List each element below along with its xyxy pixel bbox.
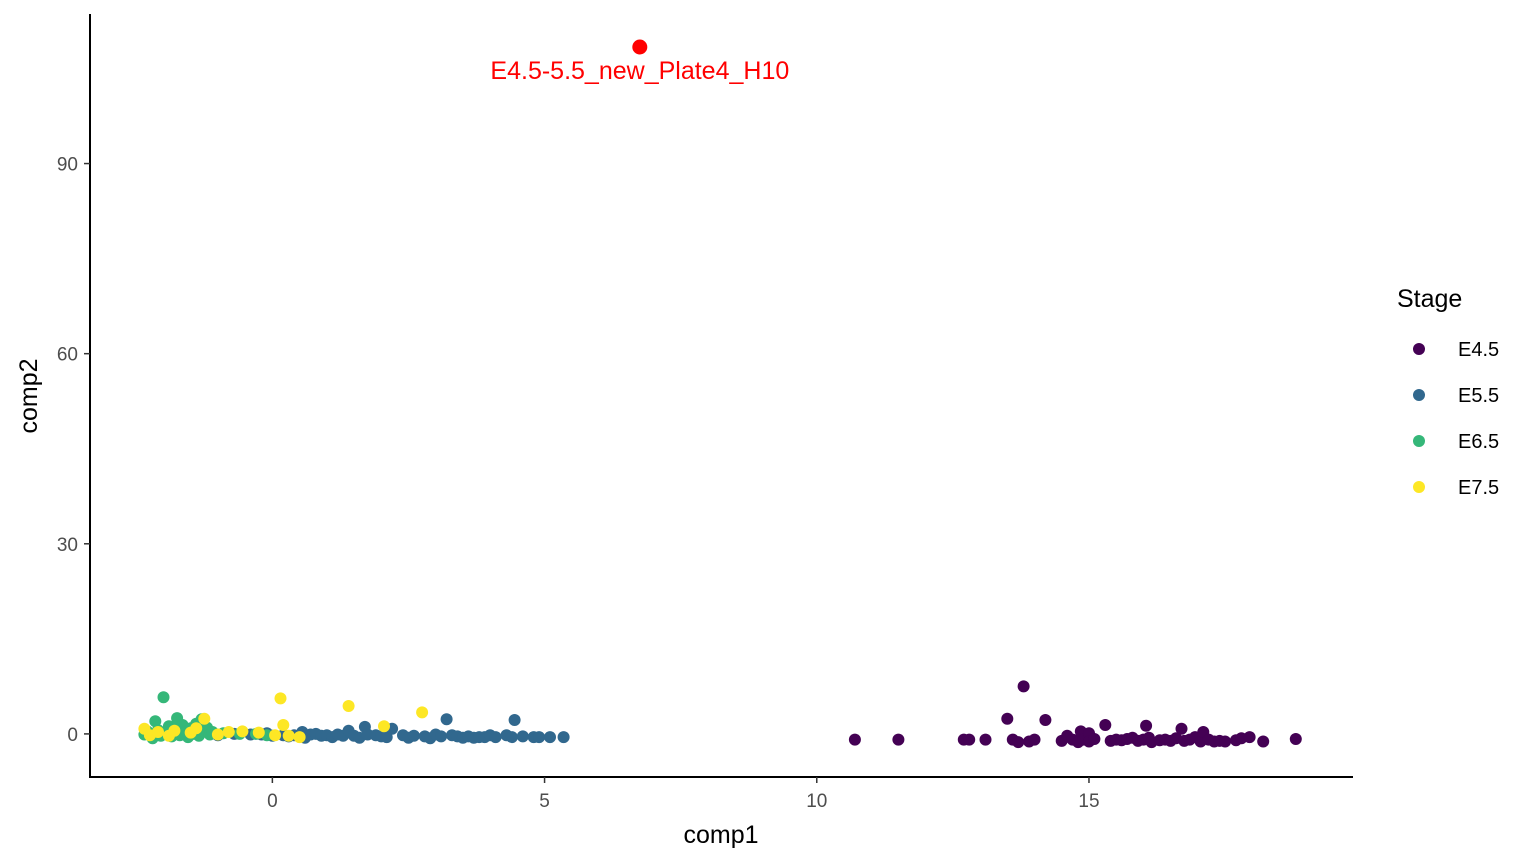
data-point <box>1175 722 1188 735</box>
data-point <box>1039 714 1052 726</box>
data-point <box>516 730 529 743</box>
data-point <box>1099 719 1112 731</box>
data-point <box>1243 731 1256 744</box>
data-point <box>1219 735 1232 748</box>
legend-key <box>1413 435 1425 447</box>
data-point <box>505 731 518 744</box>
data-point <box>407 729 420 742</box>
data-point <box>435 730 448 743</box>
data-point <box>533 731 546 744</box>
x-tick-label: 5 <box>539 791 550 812</box>
legend-items: E4.5 E5.5 E6.5 E7.5 <box>1413 339 1499 499</box>
data-point <box>168 724 181 737</box>
points-layer <box>138 39 1302 749</box>
data-point <box>1001 712 1014 725</box>
data-point <box>557 731 570 744</box>
legend-label: E5.5 <box>1458 385 1499 407</box>
data-point <box>848 733 861 746</box>
data-point <box>222 726 235 738</box>
data-point <box>190 722 203 735</box>
x-tick-label: 0 <box>267 791 278 812</box>
x-axis-title: comp1 <box>683 821 758 849</box>
y-tick-label: 60 <box>57 345 78 366</box>
data-point <box>1012 736 1025 749</box>
y-tick-label: 0 <box>67 725 78 746</box>
legend-label: E7.5 <box>1458 477 1499 499</box>
legend-key <box>1413 343 1425 355</box>
data-point <box>236 725 249 738</box>
legend-label: E4.5 <box>1458 339 1499 361</box>
data-point <box>416 706 429 719</box>
legend-key <box>1413 481 1425 493</box>
data-point <box>1257 735 1270 748</box>
series-highlight <box>632 39 648 55</box>
data-point <box>1017 680 1030 693</box>
data-point <box>293 731 306 744</box>
legend-item: E6.5 <box>1413 431 1499 453</box>
annotation-layer: E4.5-5.5_new_Plate4_H10 <box>490 57 789 85</box>
data-point <box>157 691 170 704</box>
data-point <box>892 733 905 746</box>
data-point <box>508 714 521 726</box>
data-point <box>152 726 164 738</box>
series-e4-5 <box>848 680 1302 749</box>
legend-item: E4.5 <box>1413 339 1499 361</box>
data-point <box>1140 719 1153 732</box>
legend-title: Stage <box>1397 285 1462 313</box>
axes-layer <box>89 14 1353 778</box>
data-point <box>1088 733 1101 745</box>
data-point <box>544 731 556 744</box>
data-point <box>378 720 390 733</box>
data-point <box>1289 733 1302 745</box>
data-point <box>979 733 992 746</box>
y-tick-label: 90 <box>57 155 78 176</box>
ticks-layer: 0 5 10 15 0 30 60 90 <box>57 155 1100 812</box>
data-point <box>274 692 287 705</box>
legend-item: E5.5 <box>1413 385 1499 407</box>
data-point <box>489 731 502 744</box>
data-point <box>632 39 648 55</box>
legend-item: E7.5 <box>1413 477 1499 499</box>
data-point <box>198 712 211 725</box>
data-point <box>440 713 453 726</box>
point-annotation: E4.5-5.5_new_Plate4_H10 <box>490 57 789 85</box>
legend-key <box>1413 389 1425 401</box>
series-e7-5 <box>138 692 429 744</box>
y-axis-title: comp2 <box>15 358 43 433</box>
legend: Stage E4.5 E5.5 E6.5 E7.5 <box>1397 285 1499 499</box>
legend-label: E6.5 <box>1458 431 1499 453</box>
data-point <box>963 733 976 746</box>
data-point <box>282 729 295 742</box>
x-tick-label: 10 <box>806 791 827 812</box>
y-tick-label: 30 <box>57 535 78 556</box>
data-point <box>252 726 265 739</box>
data-point <box>1028 733 1041 746</box>
data-point <box>342 700 355 712</box>
data-point <box>277 719 290 731</box>
data-point <box>211 728 224 741</box>
x-tick-label: 15 <box>1078 791 1099 812</box>
data-point <box>269 729 282 742</box>
